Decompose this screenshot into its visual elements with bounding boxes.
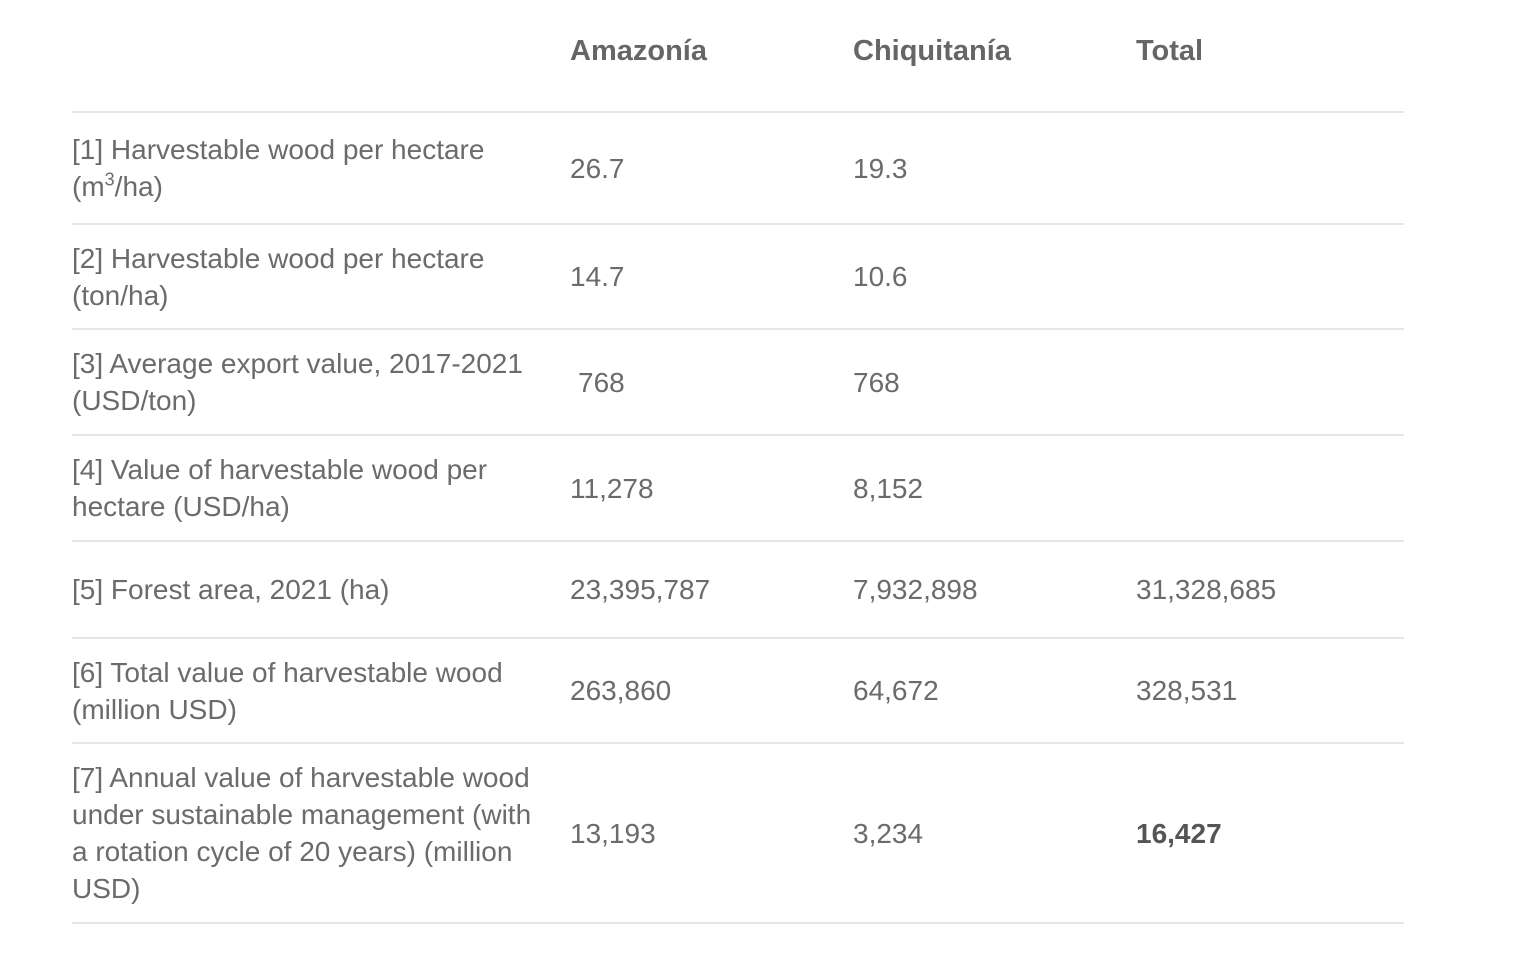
table-body: [1] Harvestable wood per hectare (m3/ha)…: [72, 112, 1404, 924]
cell-amazonia: 768: [570, 329, 853, 436]
table-row: [3] Average export value, 2017-2021 (USD…: [72, 329, 1404, 436]
cell-total: [1136, 435, 1404, 542]
cell-chiquitania: 7,932,898: [853, 541, 1136, 639]
header-cell-label: [72, 0, 570, 113]
cell-total-highlight: 16,427: [1136, 743, 1404, 924]
row-label: [6] Total value of harvestable wood (mil…: [72, 638, 570, 744]
row-label: [1] Harvestable wood per hectare (m3/ha): [72, 112, 570, 225]
cell-chiquitania: 768: [853, 329, 1136, 436]
data-table-container: Amazonía Chiquitanía Total [1] Harvestab…: [72, 0, 1404, 924]
cell-amazonia: 14.7: [570, 224, 853, 330]
cell-chiquitania: 3,234: [853, 743, 1136, 924]
cell-chiquitania: 8,152: [853, 435, 1136, 542]
row-label: [4] Value of harvestable wood per hectar…: [72, 435, 570, 542]
cell-chiquitania: 64,672: [853, 638, 1136, 744]
row-label: [5] Forest area, 2021 (ha): [72, 541, 570, 639]
header-row: Amazonía Chiquitanía Total: [72, 0, 1404, 113]
row-label-text-end: /ha): [114, 171, 163, 202]
row-label-text: [1] Harvestable wood per hectare (m: [72, 134, 485, 202]
cell-total: [1136, 224, 1404, 330]
cell-total: 31,328,685: [1136, 541, 1404, 639]
cell-amazonia: 26.7: [570, 112, 853, 225]
cell-chiquitania: 10.6: [853, 224, 1136, 330]
harvestable-wood-table: Amazonía Chiquitanía Total [1] Harvestab…: [72, 0, 1404, 924]
table-row: [5] Forest area, 2021 (ha) 23,395,787 7,…: [72, 541, 1404, 639]
cell-amazonia: 263,860: [570, 638, 853, 744]
cell-amazonia: 11,278: [570, 435, 853, 542]
row-label: [7] Annual value of harvestable wood und…: [72, 743, 570, 924]
table-row: [2] Harvestable wood per hectare (ton/ha…: [72, 224, 1404, 330]
cell-chiquitania: 19.3: [853, 112, 1136, 225]
header-cell-total: Total: [1136, 0, 1404, 113]
row-label: [3] Average export value, 2017-2021 (USD…: [72, 329, 570, 436]
cell-total: 328,531: [1136, 638, 1404, 744]
table-row: [1] Harvestable wood per hectare (m3/ha)…: [72, 112, 1404, 225]
table-row: [6] Total value of harvestable wood (mil…: [72, 638, 1404, 744]
row-label-superscript: 3: [104, 169, 115, 190]
row-label: [2] Harvestable wood per hectare (ton/ha…: [72, 224, 570, 330]
table-row: [7] Annual value of harvestable wood und…: [72, 743, 1404, 924]
header-cell-chiquitania: Chiquitanía: [853, 0, 1136, 113]
cell-amazonia: 23,395,787: [570, 541, 853, 639]
cell-total: [1136, 112, 1404, 225]
header-cell-amazonia: Amazonía: [570, 0, 853, 113]
table-row: [4] Value of harvestable wood per hectar…: [72, 435, 1404, 542]
table-header: Amazonía Chiquitanía Total: [72, 0, 1404, 113]
cell-total: [1136, 329, 1404, 436]
cell-amazonia: 13,193: [570, 743, 853, 924]
